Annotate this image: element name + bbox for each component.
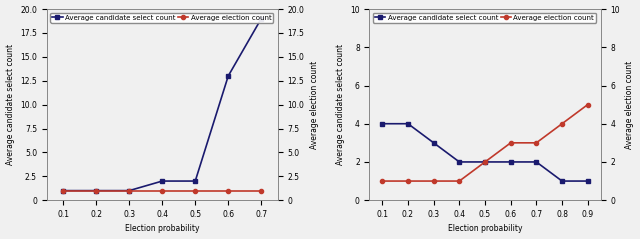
Average election count [584, 103, 591, 106]
Average candidate select count [92, 189, 100, 192]
Y-axis label: Average election count: Average election count [310, 60, 319, 149]
Average candidate select count [507, 161, 515, 163]
Average election count [257, 189, 265, 192]
Average candidate select count [378, 122, 386, 125]
Average election count [456, 180, 463, 183]
Average candidate select count [404, 122, 412, 125]
Average candidate select count [60, 189, 67, 192]
Legend: Average candidate select count, Average election count: Average candidate select count, Average … [373, 12, 596, 23]
Y-axis label: Average candidate select count: Average candidate select count [6, 44, 15, 165]
Line: Average candidate select count: Average candidate select count [380, 122, 590, 183]
Average candidate select count [191, 180, 199, 183]
Average election count [191, 189, 199, 192]
Average election count [92, 189, 100, 192]
Average election count [378, 180, 386, 183]
X-axis label: Election probability: Election probability [448, 224, 522, 234]
Y-axis label: Average candidate select count: Average candidate select count [335, 44, 344, 165]
Average candidate select count [456, 161, 463, 163]
Average election count [532, 141, 540, 144]
Line: Average election count: Average election count [380, 103, 590, 183]
Average candidate select count [481, 161, 489, 163]
Average candidate select count [584, 180, 591, 183]
Average election count [404, 180, 412, 183]
X-axis label: Election probability: Election probability [125, 224, 200, 234]
Average election count [481, 161, 489, 163]
Y-axis label: Average election count: Average election count [625, 60, 634, 149]
Average candidate select count [225, 75, 232, 77]
Average candidate select count [257, 17, 265, 20]
Line: Average election count: Average election count [61, 189, 263, 193]
Average candidate select count [558, 180, 566, 183]
Average candidate select count [158, 180, 166, 183]
Legend: Average candidate select count, Average election count: Average candidate select count, Average … [50, 12, 273, 23]
Line: Average candidate select count: Average candidate select count [61, 16, 263, 193]
Average candidate select count [125, 189, 133, 192]
Average candidate select count [430, 141, 438, 144]
Average election count [558, 122, 566, 125]
Average candidate select count [532, 161, 540, 163]
Average election count [430, 180, 438, 183]
Average election count [507, 141, 515, 144]
Average election count [60, 189, 67, 192]
Average election count [125, 189, 133, 192]
Average election count [225, 189, 232, 192]
Average election count [158, 189, 166, 192]
